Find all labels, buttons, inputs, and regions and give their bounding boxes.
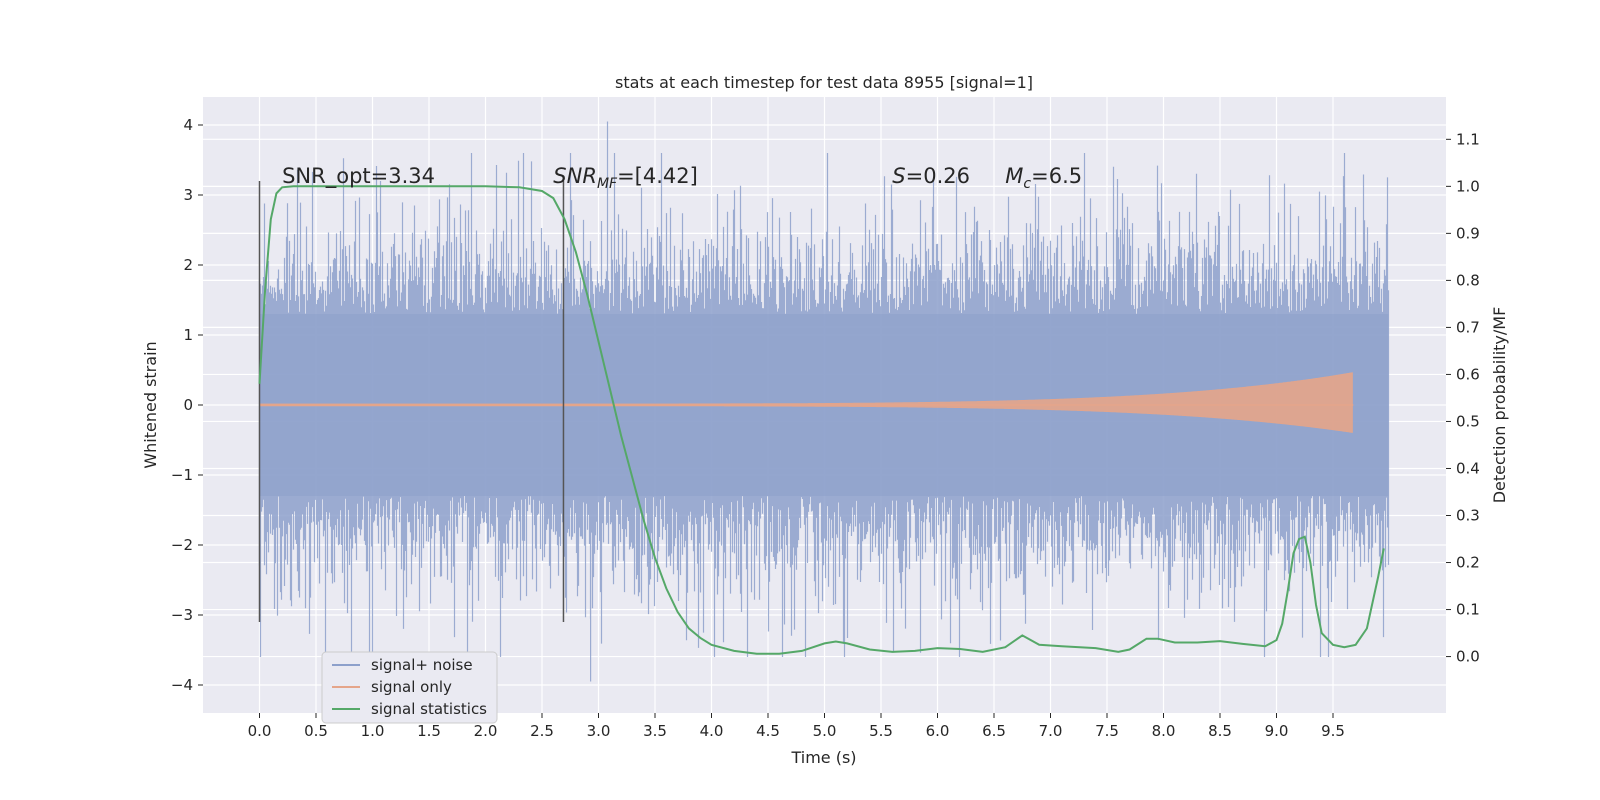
y-tick-label-4: 0 — [183, 396, 193, 414]
y-right-tick-label-0: 0.0 — [1456, 648, 1480, 666]
vertical-markers — [258, 181, 565, 622]
y-tick-label-2: −2 — [171, 536, 193, 554]
x-tick-label-18: 9.0 — [1265, 722, 1289, 740]
legend: signal+ noise signal only signal statist… — [321, 651, 498, 724]
y-right-tick-label-1: 0.1 — [1456, 601, 1480, 619]
annotation-2: S=0.26 — [892, 164, 970, 188]
y-tick-label-0: −4 — [171, 676, 193, 694]
y-tick-label-8: 4 — [183, 116, 193, 134]
x-tick-label-7: 3.5 — [643, 722, 667, 740]
y-right-tick-label-3: 0.3 — [1456, 507, 1480, 525]
y-tick-label-7: 3 — [183, 186, 193, 204]
y-tick-label-1: −3 — [171, 606, 193, 624]
y-ticks-right: 0.0 0.1 0.2 0.3 0.4 0.5 0.6 0.7 0.8 0.9 1.0 1.1 — [1446, 130, 1480, 666]
y-right-tick-label-11: 1.1 — [1456, 130, 1480, 148]
y-axis-label-left: Whitened strain — [141, 341, 160, 468]
y-right-tick-label-5: 0.5 — [1456, 412, 1480, 430]
legend-label-signal-only: signal only — [371, 678, 452, 696]
x-tick-label-3: 1.5 — [417, 722, 441, 740]
x-tick-label-19: 9.5 — [1321, 722, 1345, 740]
x-tick-label-8: 4.0 — [700, 722, 724, 740]
x-tick-label-13: 6.5 — [982, 722, 1006, 740]
x-tick-label-6: 3.0 — [587, 722, 611, 740]
y-tick-label-5: 1 — [183, 326, 193, 344]
y-right-tick-label-4: 0.4 — [1456, 459, 1480, 477]
x-tick-label-2: 1.0 — [361, 722, 385, 740]
x-tick-label-12: 6.0 — [926, 722, 950, 740]
y-ticks-left: −4 −3 −2 −1 0 1 2 3 4 — [171, 116, 203, 694]
x-tick-label-17: 8.5 — [1208, 722, 1232, 740]
x-tick-label-0: 0.0 — [248, 722, 272, 740]
x-tick-label-10: 5.0 — [813, 722, 837, 740]
signal-statistics-series — [258, 185, 1385, 655]
x-axis-label: Time (s) — [790, 748, 856, 767]
x-tick-label-1: 0.5 — [304, 722, 328, 740]
y-right-tick-label-8: 0.8 — [1456, 271, 1480, 289]
legend-label-signal-statistics: signal statistics — [371, 700, 487, 718]
y-right-tick-label-7: 0.7 — [1456, 318, 1480, 336]
y-right-tick-label-9: 0.9 — [1456, 224, 1480, 242]
x-tick-label-9: 4.5 — [756, 722, 780, 740]
y-right-tick-label-10: 1.0 — [1456, 177, 1480, 195]
y-right-tick-label-2: 0.2 — [1456, 554, 1480, 572]
chart-title: stats at each timestep for test data 895… — [615, 73, 1033, 92]
signal-only-series — [259, 372, 1354, 433]
x-tick-label-14: 7.0 — [1039, 722, 1063, 740]
annotation-0: SNR_opt=3.34 — [282, 164, 435, 189]
x-tick-label-15: 7.5 — [1095, 722, 1119, 740]
legend-box — [321, 651, 498, 724]
annotation-3: Mc=6.5 — [1005, 164, 1082, 192]
y-right-tick-label-6: 0.6 — [1456, 365, 1480, 383]
y-tick-label-6: 2 — [183, 256, 193, 274]
y-tick-label-3: −1 — [171, 466, 193, 484]
signal-statistics-line — [258, 185, 1385, 655]
legend-label-signal-noise: signal+ noise — [371, 656, 473, 674]
x-tick-label-5: 2.5 — [530, 722, 554, 740]
annotation-1: SNRMF=[4.42] — [553, 164, 698, 192]
signal-only-trace — [259, 372, 1353, 433]
x-ticks: 0.0 0.5 1.0 1.5 2.0 2.5 3.0 3.5 4.0 4.5 5.0 5.5 6.0 6… — [248, 713, 1345, 740]
x-tick-label-11: 5.5 — [869, 722, 893, 740]
y-axis-label-right: Detection probability/MF — [1490, 307, 1509, 504]
annotations: SNR_opt=3.34 SNRMF=[4.42] S=0.26 Mc=6.5 — [282, 164, 1082, 192]
x-tick-label-16: 8.0 — [1152, 722, 1176, 740]
x-tick-label-4: 2.0 — [474, 722, 498, 740]
